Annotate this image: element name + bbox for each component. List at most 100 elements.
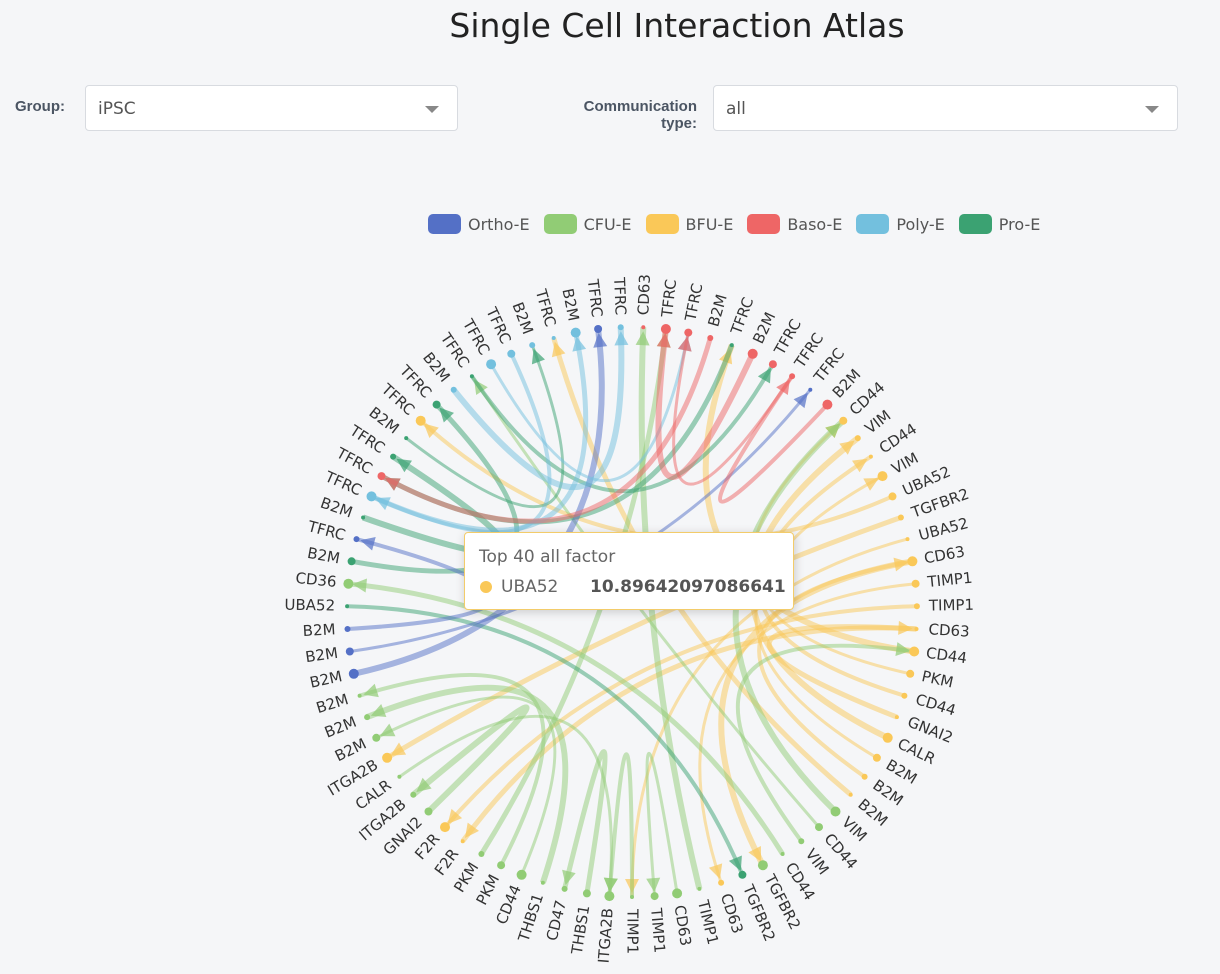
legend-item-bfu-e[interactable]: BFU-E: [645, 214, 733, 234]
chord-node[interactable]: [894, 715, 899, 720]
chord-node[interactable]: [798, 838, 805, 845]
chord-node[interactable]: [718, 879, 725, 886]
legend-item-pro-e[interactable]: Pro-E: [958, 214, 1040, 234]
chord-node[interactable]: [404, 436, 409, 441]
chord-link[interactable]: [698, 582, 916, 884]
chord-node[interactable]: [410, 791, 417, 798]
chord-link[interactable]: [754, 474, 884, 760]
chord-link[interactable]: [380, 337, 713, 524]
chord-link[interactable]: [347, 604, 745, 876]
chord-node[interactable]: [357, 693, 362, 698]
chord-node[interactable]: [747, 348, 758, 359]
chord-node[interactable]: [808, 387, 813, 392]
chord-node[interactable]: [440, 822, 450, 833]
chord-link[interactable]: [411, 704, 530, 814]
chord-node[interactable]: [424, 807, 433, 816]
chord-link[interactable]: [470, 363, 775, 494]
legend-item-poly-e[interactable]: Poly-E: [856, 214, 945, 234]
chord-node[interactable]: [641, 325, 646, 330]
chord-link[interactable]: [645, 751, 679, 897]
chord-node[interactable]: [540, 880, 545, 885]
chord-node[interactable]: [839, 416, 848, 425]
chord-node[interactable]: [757, 860, 768, 871]
chord-link[interactable]: [757, 559, 913, 779]
chord-node[interactable]: [780, 852, 785, 856]
chord-node[interactable]: [450, 386, 457, 393]
chord-node[interactable]: [432, 400, 441, 409]
chord-link[interactable]: [630, 537, 908, 898]
chord-node[interactable]: [707, 335, 714, 341]
chord-link[interactable]: [638, 327, 703, 890]
chord-node[interactable]: [366, 491, 377, 502]
chord-node[interactable]: [854, 435, 861, 442]
chord-node[interactable]: [497, 861, 506, 870]
chord-node[interactable]: [907, 556, 918, 567]
chord-node[interactable]: [377, 472, 386, 481]
chord-node[interactable]: [507, 349, 516, 358]
chord-node[interactable]: [830, 806, 841, 817]
chord-node[interactable]: [529, 342, 536, 349]
chord-link[interactable]: [348, 581, 785, 856]
chord-node[interactable]: [361, 515, 366, 520]
chord-node[interactable]: [768, 360, 777, 369]
chord-node[interactable]: [729, 343, 734, 348]
group-select[interactable]: iPSC: [85, 85, 458, 131]
chord-node[interactable]: [861, 773, 868, 780]
chord-node[interactable]: [909, 646, 920, 657]
chord-node[interactable]: [684, 328, 693, 337]
chord-node[interactable]: [348, 668, 359, 679]
chord-node[interactable]: [697, 886, 702, 891]
chord-node[interactable]: [516, 869, 527, 880]
chord-node[interactable]: [551, 336, 556, 340]
chord-node[interactable]: [872, 753, 881, 762]
communication-type-select[interactable]: all: [713, 85, 1178, 131]
chord-node[interactable]: [390, 453, 397, 460]
chord-node[interactable]: [460, 839, 465, 844]
chord-node[interactable]: [372, 733, 381, 742]
chord-node[interactable]: [672, 888, 683, 899]
chord-node[interactable]: [789, 373, 796, 380]
chord-node[interactable]: [630, 895, 634, 899]
chord-node[interactable]: [738, 870, 747, 879]
legend-item-cfu-e[interactable]: CFU-E: [543, 214, 632, 234]
chord-link[interactable]: [359, 673, 546, 867]
chord-node[interactable]: [888, 492, 897, 501]
chord-node[interactable]: [877, 471, 888, 482]
chord-node[interactable]: [911, 579, 920, 588]
chord-node[interactable]: [353, 536, 360, 543]
chord-link[interactable]: [732, 418, 846, 814]
chord-node[interactable]: [822, 399, 833, 410]
chord-node[interactable]: [347, 557, 356, 566]
chord-node[interactable]: [594, 325, 603, 333]
chord-node[interactable]: [345, 604, 350, 609]
chord-node[interactable]: [868, 454, 873, 459]
chord-node[interactable]: [848, 792, 853, 797]
chord-node[interactable]: [882, 732, 893, 743]
legend-item-baso-e[interactable]: Baso-E: [747, 214, 842, 234]
chord-link[interactable]: [385, 515, 902, 760]
chord-node[interactable]: [343, 578, 354, 589]
chord-node[interactable]: [486, 359, 497, 370]
chord-node[interactable]: [650, 892, 659, 901]
chord-node[interactable]: [469, 374, 474, 379]
chord-node[interactable]: [897, 514, 904, 521]
chord-node[interactable]: [906, 669, 915, 678]
chord-node[interactable]: [397, 774, 402, 779]
chord-node[interactable]: [561, 885, 568, 892]
chord-node[interactable]: [345, 647, 354, 656]
legend-item-ortho-e[interactable]: Ortho-E: [428, 214, 530, 234]
chord-link[interactable]: [489, 332, 690, 483]
chord-node[interactable]: [478, 851, 485, 857]
chord-node[interactable]: [344, 626, 351, 632]
chord-node[interactable]: [914, 627, 919, 631]
chord-link[interactable]: [655, 328, 756, 480]
chord-link[interactable]: [672, 332, 794, 486]
chord-link[interactable]: [562, 749, 608, 894]
chord-link[interactable]: [365, 684, 569, 884]
chord-node[interactable]: [364, 714, 371, 721]
chord-node[interactable]: [415, 415, 426, 426]
chord-link[interactable]: [735, 643, 915, 843]
chord-node[interactable]: [815, 823, 823, 832]
chord-node[interactable]: [617, 324, 624, 331]
chord-link[interactable]: [451, 327, 625, 491]
